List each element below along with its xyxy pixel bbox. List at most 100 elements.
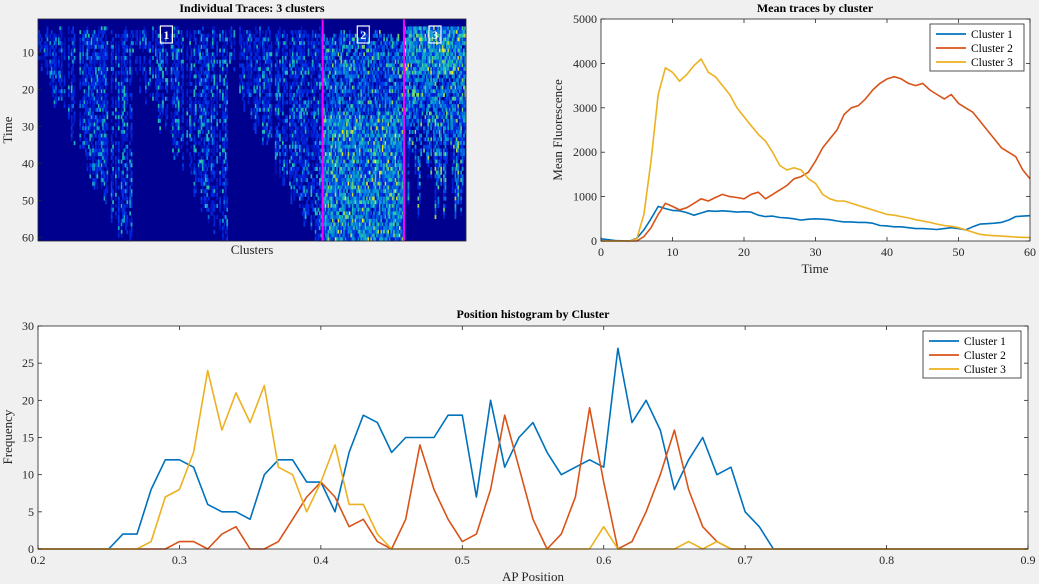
heatmap-cell bbox=[72, 37, 74, 42]
heatmap-cell bbox=[323, 52, 326, 57]
heatmap-cell bbox=[143, 26, 146, 31]
heatmap-cell bbox=[253, 89, 256, 94]
heatmap-cell bbox=[337, 152, 340, 157]
heatmap-cell bbox=[79, 44, 82, 49]
heatmap-cell bbox=[283, 167, 286, 171]
heatmap-cell bbox=[279, 155, 281, 160]
heatmap-cell bbox=[223, 185, 226, 190]
heatmap-cell bbox=[102, 85, 104, 90]
heatmap-cell bbox=[239, 56, 241, 60]
heatmap-cell bbox=[313, 196, 316, 201]
heatmap-cell bbox=[323, 226, 326, 231]
heatmap-cell bbox=[43, 48, 46, 53]
heatmap-cell bbox=[353, 229, 356, 234]
heatmap-cell bbox=[219, 200, 221, 205]
heatmap-cell bbox=[87, 111, 90, 116]
heatmap-cell bbox=[229, 56, 231, 60]
heatmap-cell bbox=[115, 148, 117, 153]
heatmap-cell bbox=[350, 63, 353, 68]
heatmap-cell bbox=[60, 33, 63, 38]
heatmap-cell bbox=[339, 155, 341, 160]
heatmap-cell bbox=[347, 126, 350, 131]
heatmap-cell bbox=[115, 70, 117, 75]
heatmap-cell bbox=[306, 63, 308, 68]
heatmap-cell bbox=[291, 70, 294, 75]
heatmap-cell bbox=[320, 137, 323, 142]
heatmap-cell bbox=[283, 41, 286, 46]
heatmap-cell bbox=[307, 163, 310, 168]
heatmap-cell bbox=[343, 48, 346, 53]
heatmap-cell bbox=[194, 178, 197, 183]
heatmap-cell bbox=[340, 122, 343, 127]
heatmap-cell bbox=[145, 70, 147, 75]
heatmap-cell bbox=[67, 85, 70, 90]
heatmap-cell bbox=[95, 81, 97, 86]
heatmap-cell bbox=[314, 237, 317, 242]
heatmap-cell bbox=[125, 226, 127, 231]
heatmap-cell bbox=[339, 207, 341, 212]
heatmap-cell bbox=[339, 85, 341, 90]
heatmap-cell bbox=[115, 48, 117, 53]
heatmap-cell bbox=[129, 178, 132, 183]
heatmap-cell bbox=[341, 200, 344, 205]
heatmap-cell bbox=[279, 163, 281, 168]
heatmap-cell bbox=[324, 144, 327, 149]
heatmap-cell bbox=[123, 104, 126, 109]
heatmap-cell bbox=[340, 67, 343, 72]
heatmap-cell bbox=[182, 155, 184, 160]
heatmap-cell bbox=[193, 141, 196, 146]
heatmap-cell bbox=[177, 78, 180, 83]
heatmap-cell bbox=[347, 141, 350, 146]
heatmap-cell bbox=[347, 74, 350, 79]
heatmap-cell bbox=[120, 81, 123, 86]
heatmap-cell bbox=[182, 107, 184, 112]
heatmap-cell bbox=[216, 118, 219, 123]
heatmap-cell bbox=[307, 33, 310, 38]
heatmap-cell bbox=[70, 85, 73, 90]
heatmap-cell bbox=[117, 229, 120, 234]
heatmap-cell bbox=[92, 89, 94, 94]
heatmap-cell bbox=[89, 118, 92, 123]
heatmap-cell bbox=[152, 26, 154, 31]
heatmap-cell bbox=[100, 100, 103, 105]
heatmap-cell bbox=[105, 85, 107, 90]
heatmap-cell bbox=[176, 56, 179, 60]
heatmap-cell bbox=[323, 89, 326, 94]
heatmap-cell bbox=[222, 163, 224, 168]
heatmap-cell bbox=[349, 30, 351, 35]
heatmap-cell bbox=[324, 111, 327, 116]
heatmap-cell bbox=[259, 74, 261, 79]
heatmap-cell bbox=[349, 67, 351, 72]
heatmap-cell bbox=[79, 52, 82, 57]
heatmap-cell bbox=[117, 152, 120, 157]
heatmap-cell bbox=[299, 93, 301, 97]
heatmap-cell bbox=[164, 118, 167, 123]
heatmap-cell bbox=[112, 170, 114, 175]
heatmap-cell bbox=[340, 159, 343, 164]
heatmap-cell bbox=[343, 189, 346, 194]
heatmap-cell bbox=[344, 78, 347, 83]
heatmap-cell bbox=[254, 115, 257, 120]
heatmap-cell bbox=[343, 233, 346, 238]
heatmap-cell bbox=[210, 163, 213, 168]
heatmap-cell bbox=[203, 181, 206, 186]
heatmap-cell bbox=[164, 107, 167, 112]
heatmap-cell bbox=[203, 33, 206, 38]
heatmap-cell bbox=[341, 222, 344, 227]
heatmap-cell bbox=[337, 207, 340, 212]
heatmap-cell bbox=[291, 152, 294, 157]
heatmap-cell bbox=[354, 196, 357, 201]
heatmap-cell bbox=[297, 118, 300, 123]
heatmap-cell bbox=[200, 118, 203, 123]
heatmap-cell bbox=[337, 204, 340, 208]
heatmap-cell bbox=[339, 107, 341, 112]
heatmap-cell bbox=[117, 89, 120, 94]
heatmap-cell bbox=[92, 167, 94, 171]
heatmap-cell bbox=[67, 74, 70, 79]
heatmap-cell bbox=[314, 229, 317, 234]
heatmap-cell bbox=[343, 78, 346, 83]
heatmap-cell bbox=[293, 167, 296, 171]
heatmap-cell bbox=[96, 174, 99, 179]
heatmap-cell bbox=[204, 155, 207, 160]
heatmap-cell bbox=[105, 192, 107, 197]
